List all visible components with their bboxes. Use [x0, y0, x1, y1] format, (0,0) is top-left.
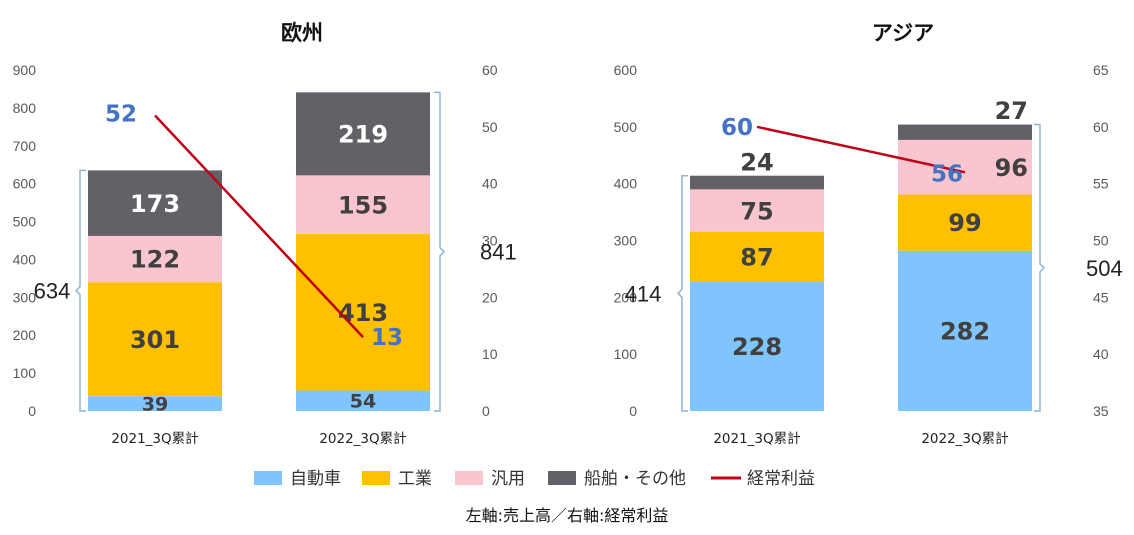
segment-value-label: 301: [130, 326, 180, 354]
right-axis-tick: 55: [1093, 176, 1109, 192]
left-axis-tick: 200: [13, 327, 37, 343]
left-axis-tick: 0: [28, 403, 36, 419]
profit-line: [756, 125, 966, 174]
left-axis-tick: 500: [614, 119, 638, 135]
segment-value-label: 155: [338, 191, 388, 219]
segment-value-label: 219: [338, 120, 388, 148]
bar-segment-4: [898, 124, 1032, 140]
legend-swatch: [455, 471, 483, 485]
segment-value-label: 282: [940, 318, 990, 346]
right-axis-tick: 50: [482, 119, 498, 135]
total-bracket: [434, 91, 446, 412]
bar-segment-2: [898, 194, 1032, 251]
total-label: 414: [625, 281, 662, 306]
right-axis-tick: 45: [1093, 289, 1109, 305]
right-axis-tick: 50: [1093, 233, 1109, 249]
bar-segment-3: [690, 189, 824, 232]
right-axis-tick: 40: [482, 176, 498, 192]
left-axis-tick: 0: [629, 403, 637, 419]
profit-line: [154, 114, 364, 338]
right-axis-tick: 20: [482, 289, 498, 305]
left-axis-tick: 400: [13, 251, 37, 267]
left-axis-tick: 800: [13, 100, 37, 116]
bar-segment-1: [898, 250, 1032, 411]
category-label: 2022_3Q累計: [921, 431, 1008, 447]
segment-value-label: 39: [142, 393, 168, 415]
legend-label: 自動車: [290, 469, 341, 489]
profit-value-label: 13: [371, 325, 403, 351]
total-label: 841: [480, 240, 517, 265]
segment-value-label: 87: [740, 243, 773, 271]
category-label: 2021_3Q累計: [111, 431, 198, 447]
segment-value-label: 75: [740, 197, 773, 225]
left-axis-tick: 100: [13, 365, 37, 381]
chart-title: アジア: [872, 21, 934, 45]
left-axis-tick: 900: [13, 62, 37, 78]
total-label: 634: [34, 279, 71, 304]
chart-title: 欧州: [281, 21, 323, 45]
legend-label: 汎用: [491, 469, 525, 489]
segment-value-label: 413: [338, 299, 388, 327]
left-axis-tick: 700: [13, 138, 37, 154]
profit-value-label: 52: [105, 101, 137, 127]
bar-segment-2: [690, 231, 824, 282]
left-axis-tick: 300: [614, 233, 638, 249]
right-axis-tick: 40: [1093, 346, 1109, 362]
bar-segment-1: [88, 396, 222, 411]
total-label: 504: [1086, 256, 1123, 281]
segment-value-label: 24: [740, 148, 773, 176]
right-axis-tick: 30: [482, 233, 498, 249]
right-axis-tick: 0: [482, 403, 490, 419]
left-axis-tick: 500: [13, 214, 37, 230]
segment-value-label: 27: [995, 97, 1028, 125]
legend-swatch: [548, 471, 576, 485]
segment-value-label: 173: [130, 190, 180, 218]
category-label: 2022_3Q累計: [319, 431, 406, 447]
bar-segment-4: [690, 175, 824, 190]
left-axis-tick: 200: [614, 289, 638, 305]
legend-swatch: [254, 471, 282, 485]
segment-value-label: 228: [732, 333, 782, 361]
bar-segment-3: [88, 235, 222, 283]
legend-label: 経常利益: [747, 469, 815, 489]
left-axis-tick: 300: [13, 289, 37, 305]
left-axis-tick: 100: [614, 346, 638, 362]
total-bracket: [1034, 123, 1046, 412]
category-label: 2021_3Q累計: [713, 431, 800, 447]
bar-segment-1: [296, 390, 430, 411]
right-axis-tick: 65: [1093, 62, 1109, 78]
legend-label: 工業: [398, 469, 432, 489]
left-axis-tick: 400: [614, 176, 638, 192]
total-bracket: [74, 169, 86, 412]
footnote: 左軸:売上高／右軸:経常利益: [466, 506, 669, 525]
left-axis-tick: 600: [614, 62, 638, 78]
right-axis-tick: 10: [482, 346, 498, 362]
total-bracket: [676, 174, 688, 412]
profit-value-label: 60: [721, 115, 753, 141]
legend-label: 船舶・その他: [584, 469, 686, 489]
bar-segment-3: [898, 139, 1032, 195]
legend-swatch: [362, 471, 390, 485]
right-axis-tick: 60: [482, 62, 498, 78]
profit-value-label: 56: [931, 161, 963, 187]
segment-value-label: 122: [130, 246, 180, 274]
right-axis-tick: 60: [1093, 119, 1109, 135]
bar-segment-2: [296, 234, 430, 391]
segment-value-label: 54: [350, 391, 376, 413]
segment-value-label: 99: [948, 209, 981, 237]
bar-segment-2: [88, 282, 222, 397]
right-axis-tick: 35: [1093, 403, 1109, 419]
bar-segment-4: [88, 170, 222, 236]
bar-segment-4: [296, 92, 430, 176]
segment-value-label: 96: [995, 154, 1028, 182]
left-axis-tick: 600: [13, 176, 37, 192]
bar-segment-1: [690, 281, 824, 411]
bar-segment-3: [296, 175, 430, 235]
